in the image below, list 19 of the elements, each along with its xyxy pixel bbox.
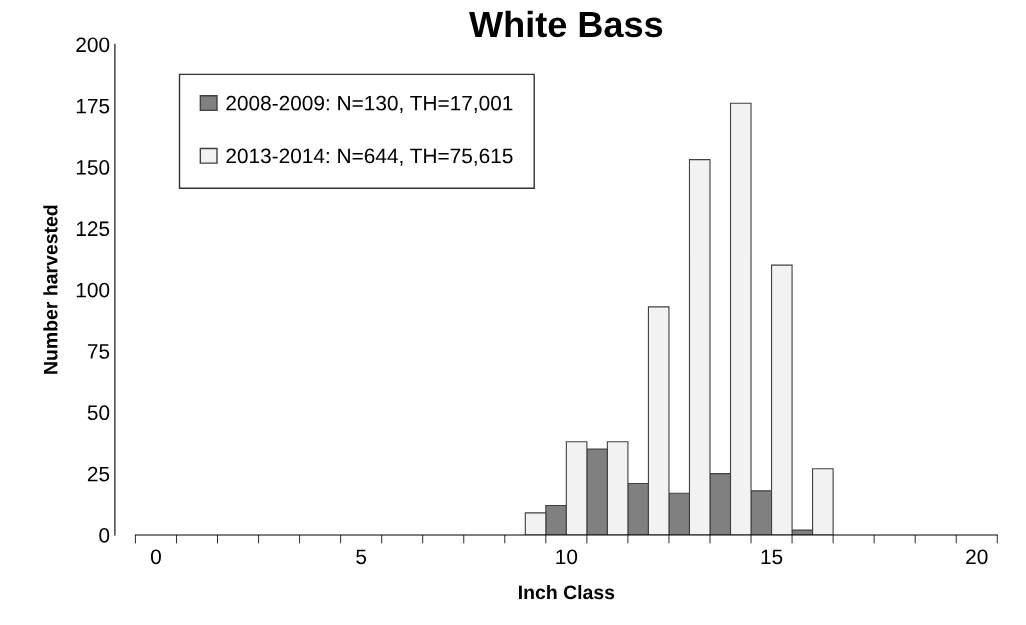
y-tick-label: 100 — [76, 282, 110, 298]
y-tick-label: 125 — [76, 221, 110, 237]
y-tick-label: 200 — [76, 37, 110, 53]
y-tick-label: 75 — [87, 344, 110, 359]
y-tick-label: 50 — [87, 405, 110, 421]
x-tick-label: 10 — [556, 549, 578, 565]
y-tick-label: 175 — [76, 98, 110, 114]
x-tick-label: 0 — [150, 549, 161, 565]
x-tick-label: 15 — [761, 549, 783, 565]
x-tick-label: 5 — [356, 549, 367, 565]
y-tick-label: 0 — [99, 528, 110, 543]
y-tick-label: 150 — [76, 160, 110, 175]
legend-label: 2008-2009: N=130, TH=17,001 — [226, 95, 513, 114]
legend-label: 2013-2014: N=644, TH=75,615 — [226, 148, 513, 166]
chart-title: White Bass — [469, 10, 663, 38]
x-axis-title: Inch Class — [519, 584, 615, 600]
x-tick-label: 20 — [966, 549, 988, 565]
y-axis-title: Number harvested — [43, 205, 58, 374]
y-tick-label: 25 — [87, 466, 110, 482]
